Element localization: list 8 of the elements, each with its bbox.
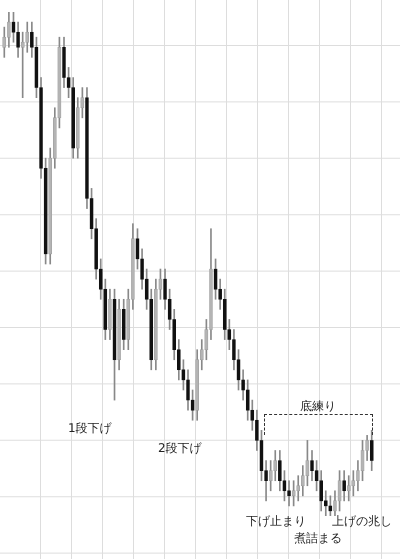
text: 煮詰まる [294,530,342,547]
candlestick [287,480,291,506]
candlestick [264,460,268,502]
annotation: 上げの兆し [332,513,392,530]
annotation: 2段下げ [158,440,202,457]
annotation: 底練り [300,398,336,415]
annotation: 1段下げ [68,420,112,437]
annotation: 下げ止まり [246,513,306,530]
